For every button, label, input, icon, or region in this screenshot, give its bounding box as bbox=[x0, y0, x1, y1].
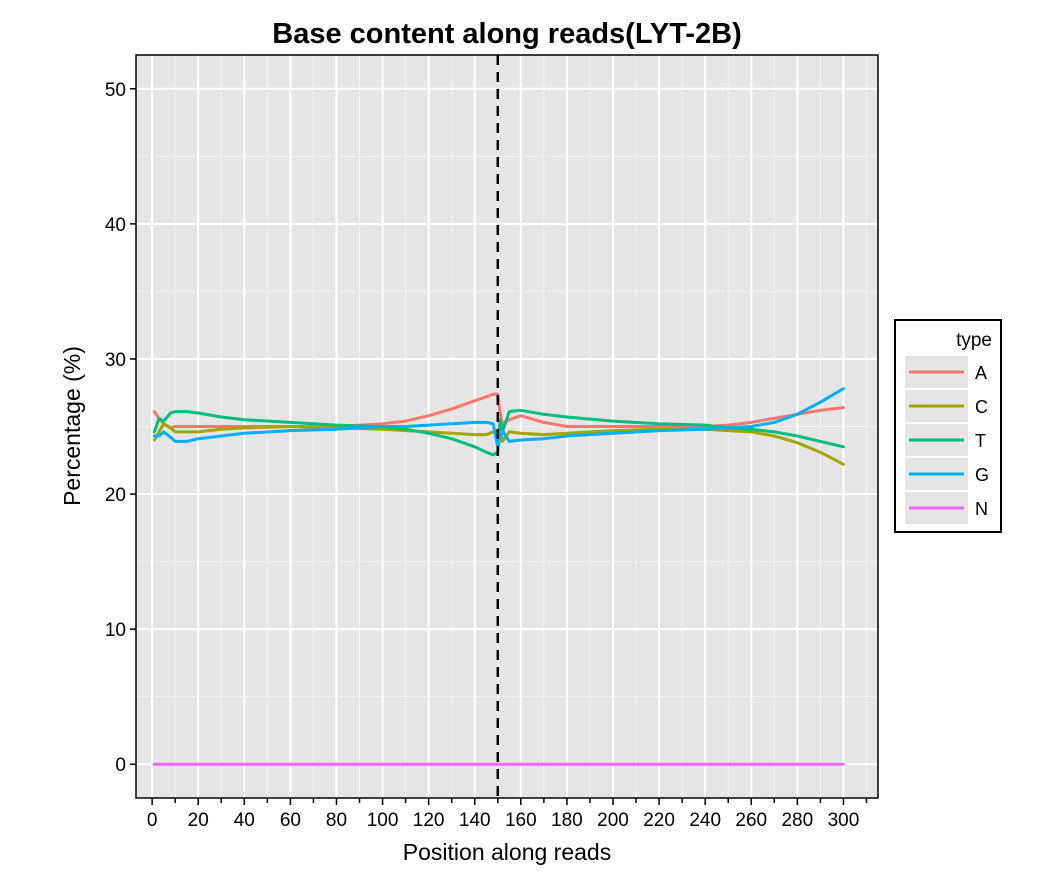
y-axis-label: Percentage (%) bbox=[59, 346, 85, 506]
x-tick-label: 40 bbox=[234, 810, 255, 831]
plot-border bbox=[135, 54, 879, 799]
x-tick-label: 220 bbox=[643, 810, 675, 831]
x-axis-label: Position along reads bbox=[403, 839, 611, 865]
x-tick-label: 80 bbox=[326, 810, 347, 831]
legend-label-A: A bbox=[975, 363, 987, 383]
legend-label-N: N bbox=[975, 499, 988, 519]
legend-label-C: C bbox=[975, 397, 988, 417]
chart-title: Base content along reads(LYT-2B) bbox=[272, 18, 741, 50]
x-tick-label: 300 bbox=[828, 810, 860, 831]
legend-label-G: G bbox=[975, 465, 989, 485]
legend-title: type bbox=[956, 330, 992, 351]
x-tick-label: 0 bbox=[147, 810, 158, 831]
y-tick-label: 10 bbox=[105, 620, 126, 641]
x-tick-label: 60 bbox=[280, 810, 301, 831]
x-tick-label: 20 bbox=[188, 810, 209, 831]
x-axis: 0 20 40 60 80 100 120 140 160 180 200 220 240 260 280 3… bbox=[147, 798, 868, 831]
y-tick-label: 50 bbox=[105, 80, 126, 101]
x-tick-label: 140 bbox=[459, 810, 491, 831]
series-lines bbox=[152, 387, 845, 766]
x-tick-label: 120 bbox=[413, 810, 445, 831]
series-line-G bbox=[152, 387, 845, 449]
x-tick-label: 180 bbox=[551, 810, 583, 831]
x-tick-label: 260 bbox=[735, 810, 767, 831]
y-axis: 0 10 20 30 40 50 bbox=[105, 80, 136, 776]
y-tick-label: 30 bbox=[105, 350, 126, 371]
x-tick-label: 100 bbox=[367, 810, 399, 831]
series-line-T bbox=[152, 408, 845, 457]
x-tick-label: 200 bbox=[597, 810, 629, 831]
x-tick-label: 160 bbox=[505, 810, 537, 831]
legend-label-T: T bbox=[975, 431, 986, 451]
y-tick-label: 0 bbox=[115, 755, 126, 776]
x-tick-label: 280 bbox=[781, 810, 813, 831]
x-tick-label: 240 bbox=[689, 810, 721, 831]
y-tick-label: 20 bbox=[105, 485, 126, 506]
y-tick-label: 40 bbox=[105, 215, 126, 236]
